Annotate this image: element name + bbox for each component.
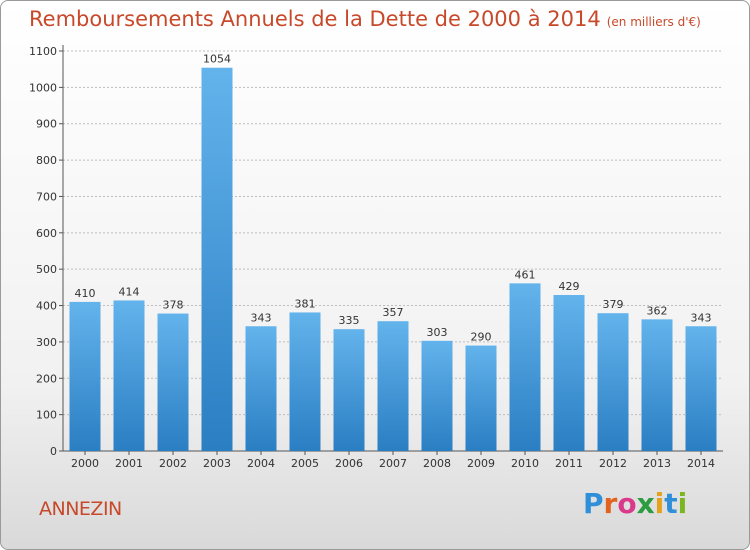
y-tick-label: 0: [50, 445, 57, 458]
bar: [113, 300, 145, 451]
x-tick-label: 2006: [335, 457, 363, 470]
data-label: 381: [295, 297, 316, 310]
y-tick-label: 200: [36, 372, 57, 385]
bar: [201, 67, 233, 452]
y-tick-label: 600: [36, 227, 57, 240]
bar: [157, 313, 189, 451]
data-label: 303: [427, 326, 448, 339]
city-name: ANNEZIN: [39, 498, 122, 520]
x-tick-label: 2010: [511, 457, 539, 470]
labels: 410 2000 414 2001 378 2002 1054 2003 343 2004 381 2…: [71, 53, 715, 470]
bar: [553, 295, 585, 451]
data-label: 379: [603, 298, 624, 311]
data-label: 1054: [203, 53, 231, 66]
bar: [509, 283, 541, 451]
x-tick-label: 2008: [423, 457, 451, 470]
data-label: 429: [559, 280, 580, 293]
bar: [465, 345, 497, 451]
y-tick-label: 1100: [29, 45, 57, 58]
x-tick-label: 2003: [203, 457, 231, 470]
x-tick-label: 2012: [599, 457, 627, 470]
bar: [685, 326, 717, 451]
x-tick-label: 2004: [247, 457, 275, 470]
bar: [597, 313, 629, 451]
x-tick-label: 2009: [467, 457, 495, 470]
bar: [69, 301, 101, 451]
x-tick-label: 2013: [643, 457, 671, 470]
y-tick-label: 1000: [29, 81, 57, 94]
x-tick-label: 2005: [291, 457, 319, 470]
x-tick-label: 2000: [71, 457, 99, 470]
data-label: 343: [251, 311, 272, 324]
y-tick-label: 100: [36, 409, 57, 422]
y-tick-label: 300: [36, 336, 57, 349]
proxiti-logo: Proxiti: [583, 487, 688, 520]
bar: [421, 340, 453, 451]
chart-unit: (en milliers d'€): [606, 15, 701, 29]
x-tick-label: 2014: [687, 457, 715, 470]
data-label: 343: [691, 311, 712, 324]
data-label: 335: [339, 314, 360, 327]
y-tick-label: 700: [36, 190, 57, 203]
x-tick-label: 2007: [379, 457, 407, 470]
bar: [333, 329, 365, 451]
x-tick-label: 2002: [159, 457, 187, 470]
data-label: 362: [647, 304, 668, 317]
data-label: 290: [471, 331, 492, 344]
x-tick-label: 2001: [115, 457, 143, 470]
data-label: 357: [383, 306, 404, 319]
data-label: 378: [163, 299, 184, 312]
bar: [377, 321, 409, 451]
chart-title-text: Remboursements Annuels de la Dette de 20…: [29, 7, 601, 31]
y-tick-label: 900: [36, 118, 57, 131]
y-tick-label: 400: [36, 300, 57, 313]
y-tick-label: 800: [36, 154, 57, 167]
bar: [289, 312, 321, 451]
data-label: 410: [75, 287, 96, 300]
data-label: 414: [119, 285, 140, 298]
bar: [245, 326, 277, 451]
bar: [641, 319, 673, 451]
y-tick-label: 500: [36, 263, 57, 276]
chart-title: Remboursements Annuels de la Dette de 20…: [29, 7, 701, 31]
data-label: 461: [515, 268, 536, 281]
bars: [69, 67, 717, 452]
x-tick-label: 2011: [555, 457, 583, 470]
